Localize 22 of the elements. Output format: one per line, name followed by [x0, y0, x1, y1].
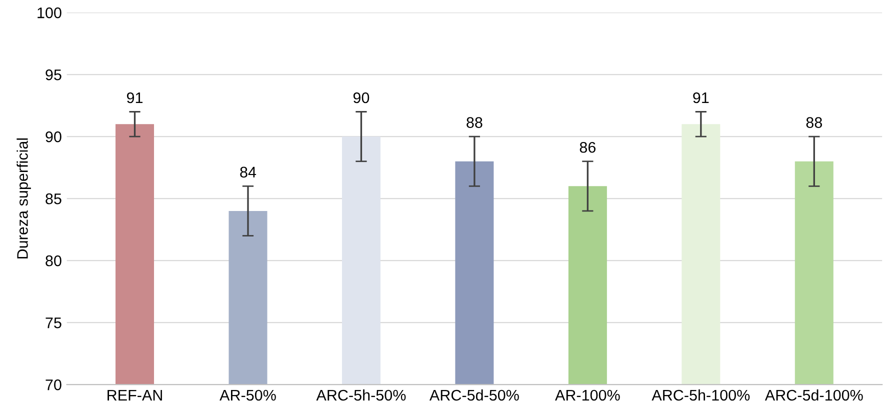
y-tick-label: 95: [46, 69, 62, 80]
y-tick-label: 90: [46, 131, 62, 142]
y-tick-label: 75: [46, 318, 62, 328]
y-tick-label: 70: [46, 379, 62, 390]
data-label: 91: [126, 92, 143, 104]
x-tick-label: AR-100%: [555, 390, 620, 401]
y-tick-label: 80: [46, 255, 62, 266]
data-label: 90: [353, 92, 370, 104]
data-label: 84: [240, 166, 256, 178]
x-tick-label: ARC-5h-50%: [316, 389, 406, 401]
data-label: 86: [580, 142, 596, 153]
data-label: 88: [466, 117, 482, 128]
x-tick-label: ARC-5d-100%: [764, 389, 863, 401]
data-label: 88: [806, 117, 822, 128]
x-tick-label: ARC-5h-100%: [652, 389, 750, 401]
y-axis-title: Dureza superficial: [16, 138, 31, 258]
data-label: 91: [693, 92, 709, 104]
y-tick-label: 85: [46, 193, 62, 204]
x-tick-label: AR-50%: [220, 390, 276, 401]
y-tick-label: 100: [38, 7, 62, 18]
x-tick-label: ARC-5d-50%: [429, 389, 519, 401]
x-tick-label: REF-AN: [108, 390, 162, 400]
